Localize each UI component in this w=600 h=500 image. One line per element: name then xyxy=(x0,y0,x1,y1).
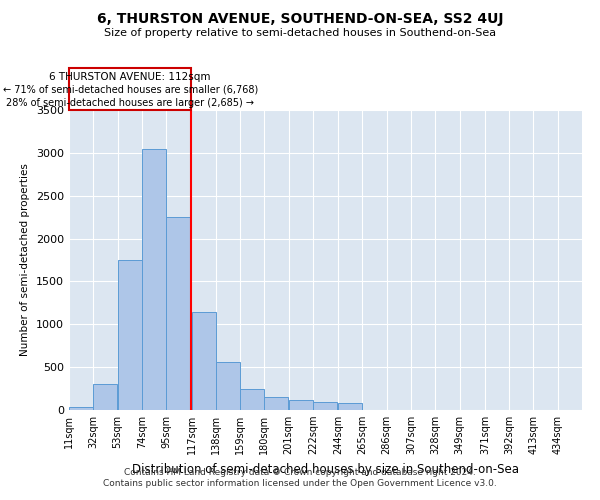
Bar xyxy=(166,217,190,410)
Bar xyxy=(142,148,166,410)
Text: Contains HM Land Registry data © Crown copyright and database right 2024.
Contai: Contains HM Land Registry data © Crown c… xyxy=(103,468,497,487)
Text: 6 THURSTON AVENUE: 112sqm: 6 THURSTON AVENUE: 112sqm xyxy=(49,72,211,82)
Text: Size of property relative to semi-detached houses in Southend-on-Sea: Size of property relative to semi-detach… xyxy=(104,28,496,38)
Bar xyxy=(265,397,289,410)
Bar xyxy=(94,384,118,410)
Text: 28% of semi-detached houses are larger (2,685) →: 28% of semi-detached houses are larger (… xyxy=(6,98,254,108)
Bar xyxy=(289,400,313,410)
Bar xyxy=(118,260,142,410)
Bar xyxy=(240,388,264,410)
Bar xyxy=(191,312,215,410)
Text: ← 71% of semi-detached houses are smaller (6,768): ← 71% of semi-detached houses are smalle… xyxy=(2,85,258,95)
Y-axis label: Number of semi-detached properties: Number of semi-detached properties xyxy=(20,164,31,356)
X-axis label: Distribution of semi-detached houses by size in Southend-on-Sea: Distribution of semi-detached houses by … xyxy=(132,462,519,475)
Text: 6, THURSTON AVENUE, SOUTHEND-ON-SEA, SS2 4UJ: 6, THURSTON AVENUE, SOUTHEND-ON-SEA, SS2… xyxy=(97,12,503,26)
Bar xyxy=(69,408,93,410)
Bar xyxy=(338,402,362,410)
Bar xyxy=(313,402,337,410)
Bar xyxy=(216,362,240,410)
